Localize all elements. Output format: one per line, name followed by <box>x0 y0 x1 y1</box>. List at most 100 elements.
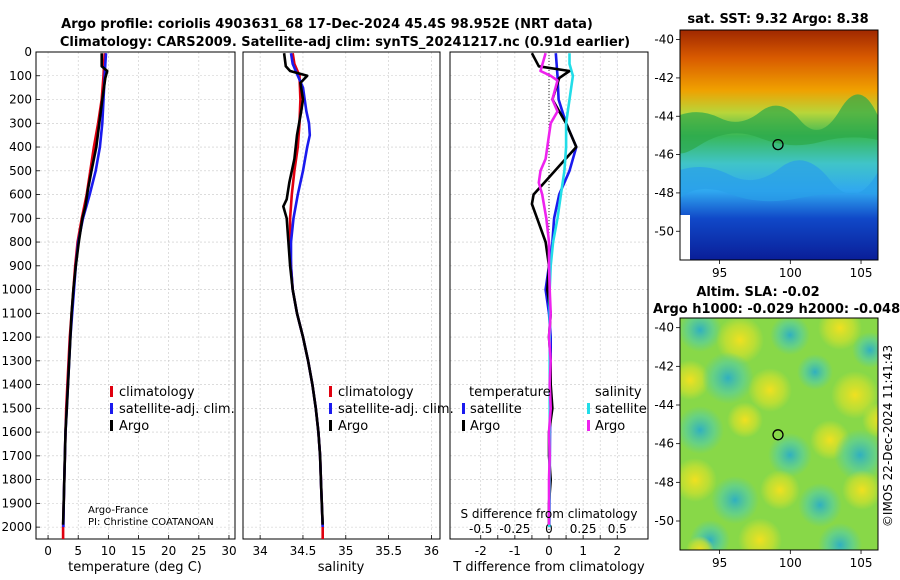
s-tick-label: 0 <box>545 522 553 536</box>
y-tick-label: 1700 <box>1 449 32 463</box>
y-tick-label: 1300 <box>1 354 32 368</box>
plot-frame <box>35 51 236 540</box>
plot-frame <box>242 51 441 540</box>
y-tick-label: 300 <box>9 116 32 130</box>
legend-satellite-label: satellite-adj. clim. <box>119 402 235 417</box>
sla-blob <box>686 536 714 550</box>
sla-blob <box>680 318 722 352</box>
legend-argo-swatch <box>329 420 332 431</box>
x-tick-label: 30 <box>221 544 236 558</box>
x-tick-label: 15 <box>131 544 146 558</box>
sla-blob <box>727 402 763 438</box>
y-tick-label: 1600 <box>1 425 32 439</box>
x-tick-label: 25 <box>191 544 206 558</box>
series-line-salinity-argo <box>537 52 559 525</box>
map-y-tick-label: -46 <box>654 148 674 162</box>
sla-blob <box>760 470 800 510</box>
map-y-tick-label: -48 <box>654 186 674 200</box>
map-y-tick-label: -50 <box>654 224 674 238</box>
map-y-tick-label: -40 <box>654 33 674 47</box>
difference-axis-label: T difference from climatology <box>452 560 645 575</box>
sla-blob <box>818 523 862 550</box>
sla-blob <box>852 332 878 368</box>
sla-blob <box>834 429 878 481</box>
y-tick-label: 600 <box>9 188 32 202</box>
map-y-tick-label: -44 <box>654 109 674 123</box>
legend-t-satellite-label: satellite <box>470 402 522 417</box>
credit-line-2: PI: Christine COATANOAN <box>88 517 214 528</box>
s-tick-label: -0.5 <box>469 522 492 536</box>
x-tick-label: 2 <box>613 544 621 558</box>
y-tick-label: 700 <box>9 211 32 225</box>
sla-blob <box>831 371 878 419</box>
y-tick-label: 2000 <box>1 520 32 534</box>
map-y-tick-label: -44 <box>654 398 674 412</box>
map-y-tick-label: -40 <box>654 321 674 335</box>
legend-s-satellite-label: satellite <box>595 402 647 417</box>
legend-salinity-heading: salinity <box>595 385 642 400</box>
legend-argo-label: Argo <box>119 419 149 434</box>
sla-blob <box>748 368 792 412</box>
legend-t-satellite-swatch <box>462 403 465 414</box>
sst-argo-location-marker <box>772 138 784 151</box>
legend-satellite-label: satellite-adj. clim. <box>338 402 454 417</box>
y-tick-label: 1800 <box>1 473 32 487</box>
temperature-panel: 0 5 10 15 20 25 300100200300400500600700800900… <box>1 45 236 558</box>
x-tick-label: 10 <box>101 544 116 558</box>
map-x-tick-label: 95 <box>712 556 727 570</box>
imos-watermark: ©IMOS 22-Dec-2024 11:41:43 <box>881 345 895 527</box>
series-line-temperature-argo <box>530 52 578 525</box>
sla-blob <box>797 354 833 390</box>
x-tick-label: 35 <box>338 544 353 558</box>
sst-map-frame <box>679 29 879 261</box>
legend-argo-label: Argo <box>338 419 368 434</box>
salinity-legend: climatology satellite-adj. clim. Argo <box>329 385 454 434</box>
y-tick-label: 1000 <box>1 283 32 297</box>
series-line-salinity-satellite <box>547 53 575 528</box>
legend-climatology-label: climatology <box>338 385 414 400</box>
y-tick-label: 0 <box>24 45 32 59</box>
x-tick-label: 35.5 <box>375 544 402 558</box>
map-y-tick-label: -50 <box>654 514 674 528</box>
x-tick-label: 36 <box>424 544 439 558</box>
map-y-tick-label: -42 <box>654 71 674 85</box>
s-tick-label: -0.25 <box>499 522 530 536</box>
x-tick-label: 34.5 <box>290 544 317 558</box>
legend-argo-swatch <box>110 420 113 431</box>
legend-climatology-swatch <box>329 386 332 397</box>
salinity-axis-label: salinity <box>318 560 365 575</box>
legend-climatology-label: climatology <box>119 385 195 400</box>
map-x-tick-label: 100 <box>779 266 802 280</box>
legend-s-argo-label: Argo <box>595 419 625 434</box>
sla-blob <box>711 476 759 524</box>
difference-legend: temperature salinity satellite Argo sate… <box>462 385 647 434</box>
sla-blob <box>680 360 710 400</box>
x-tick-label: -2 <box>475 544 487 558</box>
legend-s-satellite-swatch <box>587 403 590 414</box>
y-tick-label: 200 <box>9 93 32 107</box>
legend-satellite-swatch <box>110 403 113 414</box>
x-tick-label: 1 <box>579 544 587 558</box>
sla-blob <box>680 406 724 454</box>
difference-panel: -2 -1 0 1 2 -0.5 -0.25 0 0.25 0.5 <box>449 51 649 558</box>
temperature-axis-label: temperature (deg C) <box>68 560 202 575</box>
sla-blob <box>842 470 878 510</box>
legend-t-argo-label: Argo <box>470 419 500 434</box>
legend-satellite-swatch <box>329 403 332 414</box>
map-y-tick-label: -46 <box>654 437 674 451</box>
y-tick-label: 1400 <box>1 378 32 392</box>
map-x-tick-label: 100 <box>779 556 802 570</box>
sla-map-frame <box>679 317 879 551</box>
sla-map-title: Altim. SLA: -0.02 <box>696 285 819 300</box>
sla-map-subtitle: Argo h1000: -0.029 h2000: -0.048 <box>653 302 900 317</box>
y-tick-label: 1500 <box>1 401 32 415</box>
x-tick-label: -1 <box>509 544 521 558</box>
y-tick-label: 100 <box>9 69 32 83</box>
sla-blob <box>768 433 812 477</box>
x-tick-label: 34 <box>252 544 267 558</box>
s-tick-label: 0.5 <box>608 522 627 536</box>
credit-line-1: Argo-France <box>88 505 148 516</box>
map-x-tick-label: 95 <box>712 266 727 280</box>
x-tick-label: 5 <box>74 544 82 558</box>
x-tick-label: 20 <box>161 544 176 558</box>
